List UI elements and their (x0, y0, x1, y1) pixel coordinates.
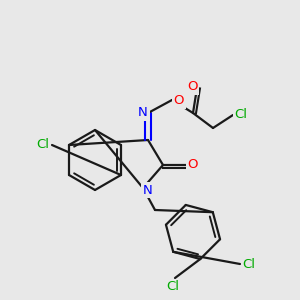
Text: Cl: Cl (235, 107, 248, 121)
Text: Cl: Cl (37, 139, 50, 152)
Text: N: N (138, 106, 148, 119)
Text: Cl: Cl (167, 280, 179, 293)
Text: Cl: Cl (242, 259, 256, 272)
Text: N: N (143, 184, 153, 196)
Text: O: O (174, 94, 184, 107)
Text: O: O (187, 80, 197, 94)
Text: O: O (188, 158, 198, 172)
